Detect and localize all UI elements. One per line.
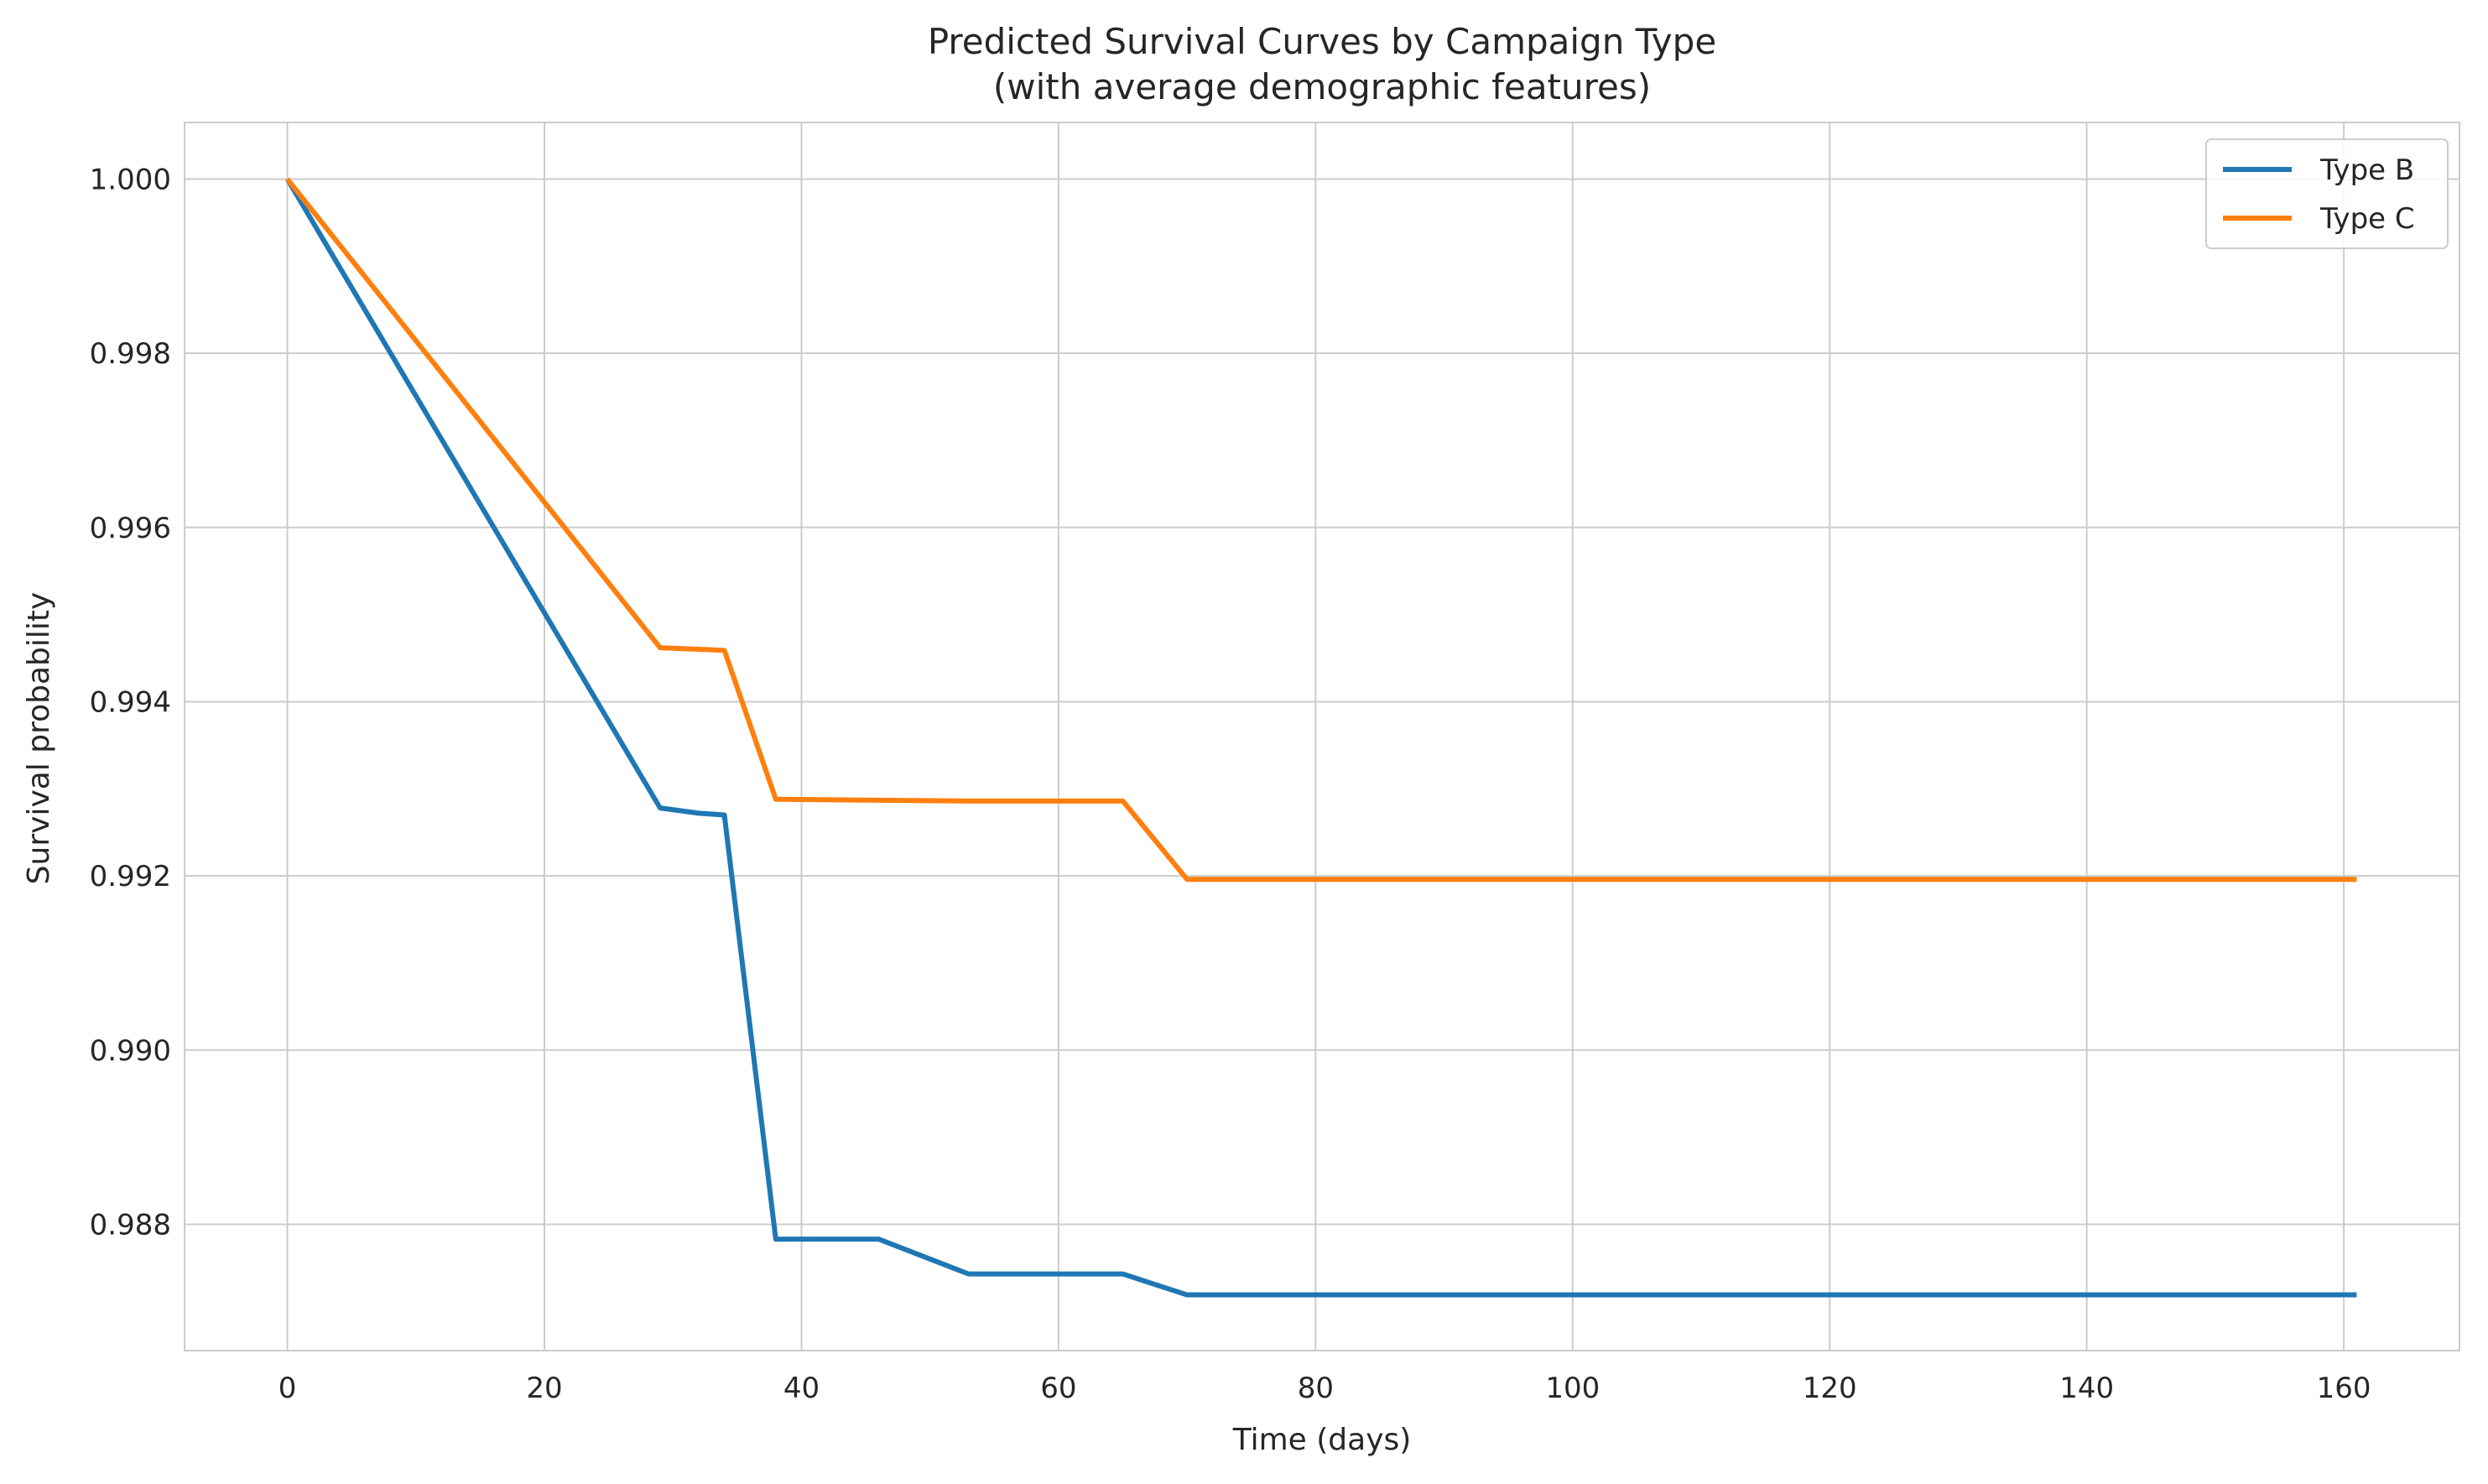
x-axis-label: Time (days): [1232, 1423, 1412, 1457]
chart-subtitle: (with average demographic features): [993, 66, 1651, 107]
x-axis-ticks: 0 20 40 60 80 100 120 140 160: [278, 1372, 2371, 1405]
legend: Type B Type C: [2205, 138, 2449, 249]
legend-label-type-b: Type B: [2319, 154, 2414, 187]
x-tick-label: 80: [1298, 1372, 1334, 1405]
x-tick-label: 20: [526, 1372, 562, 1405]
series-lines: [284, 177, 2357, 1298]
y-tick-label: 0.992: [90, 860, 171, 893]
grid-lines: [185, 122, 2459, 1351]
y-tick-label: 0.998: [90, 337, 171, 371]
y-tick-label: 0.996: [90, 512, 171, 545]
y-axis-label: Survival probability: [22, 592, 56, 885]
y-tick-label: 0.988: [90, 1208, 171, 1242]
y-tick-label: 0.990: [90, 1034, 171, 1068]
series-line-type-b: [284, 177, 2357, 1298]
x-tick-label: 160: [2317, 1372, 2371, 1405]
legend-box: [2205, 138, 2449, 249]
series-line-type-c: [285, 177, 2357, 883]
x-tick-label: 0: [278, 1372, 297, 1405]
plot-area-frame: [184, 122, 2460, 1351]
y-axis-ticks: 0.988 0.990 0.992 0.994 0.996 0.998 1.000: [90, 163, 171, 1242]
x-tick-label: 40: [783, 1372, 820, 1405]
y-tick-label: 0.994: [90, 685, 171, 719]
chart-title: Predicted Survival Curves by Campaign Ty…: [928, 21, 1716, 62]
x-tick-label: 120: [1803, 1372, 1857, 1405]
x-tick-label: 60: [1040, 1372, 1076, 1405]
legend-label-type-c: Type C: [2319, 202, 2415, 236]
y-tick-label: 1.000: [90, 163, 171, 196]
x-tick-label: 140: [2059, 1372, 2114, 1405]
x-tick-label: 100: [1545, 1372, 1600, 1405]
